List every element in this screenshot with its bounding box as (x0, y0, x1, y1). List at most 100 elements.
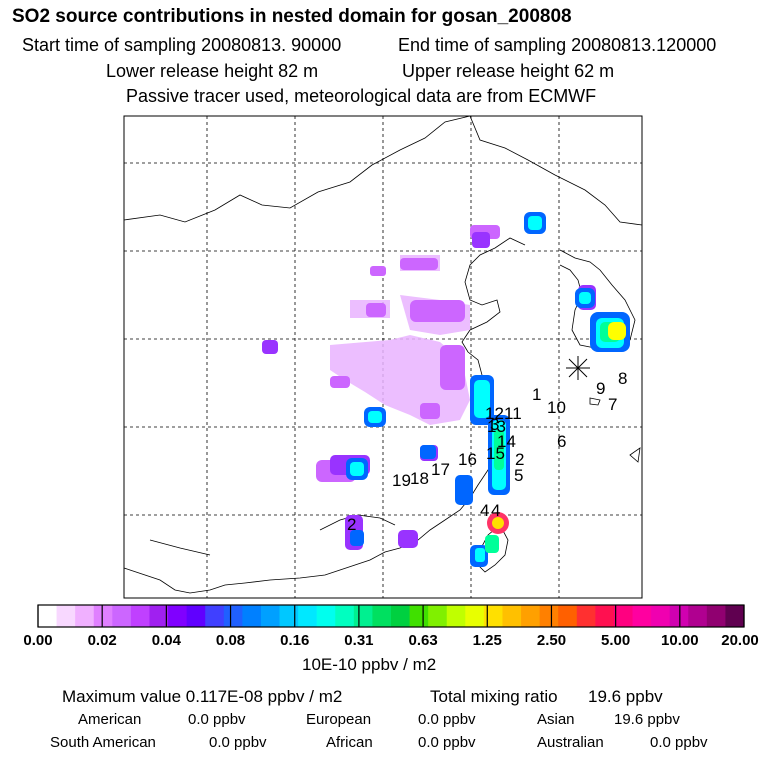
peak-layer (487, 322, 626, 534)
region-value-african: 0.0 ppbv (418, 734, 476, 751)
color-cell (149, 605, 169, 627)
color-cell (316, 605, 336, 627)
tracer-note: Passive tracer used, meteorological data… (126, 86, 597, 106)
source-label: 8 (618, 369, 627, 388)
region-name-european: European (306, 711, 372, 728)
color-cell (353, 605, 373, 627)
source-label: 1 (532, 385, 541, 404)
color-cell (446, 605, 466, 627)
source-label: 2 (347, 515, 356, 534)
region-value-european: 0.0 ppbv (418, 711, 476, 728)
color-cell (242, 605, 262, 627)
upper-release-label: Upper release height 62 m (402, 61, 615, 81)
color-cell (502, 605, 522, 627)
plot-title: SO2 source contributions in nested domai… (12, 6, 572, 27)
color-bar-tick-label: 2.50 (536, 632, 567, 649)
source-label: 10 (547, 398, 566, 417)
total-mixing-value: 19.6 ppbv (588, 687, 663, 706)
source-label: 11 (504, 404, 522, 423)
color-cell (112, 605, 132, 627)
end-time-label: End time of sampling 20080813.120000 (398, 35, 717, 55)
region-name-american: American (78, 711, 142, 728)
color-cell (651, 605, 671, 627)
source-label: 2 (515, 450, 524, 469)
region-value-asian: 19.6 ppbv (614, 711, 680, 728)
color-bar-tick-label: 0.08 (215, 632, 246, 649)
mid-purple-layer (316, 225, 500, 482)
color-cell (706, 605, 726, 627)
color-cell (613, 605, 634, 627)
color-cell (186, 605, 206, 627)
color-cell (576, 605, 596, 627)
color-cells (38, 605, 745, 627)
source-label: 5 (514, 466, 523, 485)
color-cell (38, 605, 58, 627)
source-label: 4 (480, 501, 489, 520)
source-label: 4 (491, 501, 500, 520)
source-label: 16 (458, 450, 477, 469)
source-labels: 1 2 3 4 5 6 7 8 9 10 11 12 13 14 15 16 1… (347, 369, 627, 534)
color-cell (688, 605, 708, 627)
color-cell (335, 605, 355, 627)
color-cell (223, 605, 243, 627)
color-bar-ticks (37, 605, 745, 627)
region-value-american: 0.0 ppbv (188, 711, 246, 728)
color-cell (409, 605, 429, 627)
color-scale-bar (37, 604, 745, 628)
source-label: 19 (392, 471, 411, 490)
color-bar-tick-label: 20.00 (721, 632, 759, 649)
region-name-south-american: South American (50, 734, 156, 751)
color-cell (632, 605, 652, 627)
asterisk-receptor-icon (566, 356, 590, 380)
region-value-south-american: 0.0 ppbv (209, 734, 267, 751)
region-value-australian: 0.0 ppbv (650, 734, 708, 751)
region-name-australian: Australian (537, 734, 604, 751)
maximum-value-label: Maximum value 0.117E-08 ppbv / m2 (62, 687, 343, 706)
color-cell (521, 605, 541, 627)
lower-release-label: Lower release height 82 m (106, 61, 319, 81)
source-label: 3 (490, 415, 499, 434)
concentration-map: 1 2 3 4 5 6 7 8 9 10 11 12 13 14 15 16 1… (123, 115, 643, 599)
source-label: 17 (431, 460, 450, 479)
source-label: 14 (497, 432, 516, 451)
source-label: 7 (608, 395, 617, 414)
color-cell (725, 605, 745, 627)
source-label: 9 (596, 379, 605, 398)
color-cell (205, 605, 225, 627)
color-bar-tick-label: 0.31 (344, 632, 374, 649)
color-cell (372, 605, 392, 627)
color-cell (130, 605, 150, 627)
color-cell (558, 605, 578, 627)
color-cell (260, 605, 281, 627)
color-cell (168, 605, 188, 627)
color-cell (595, 605, 615, 627)
color-cell (428, 605, 448, 627)
color-cell (75, 605, 95, 627)
color-bar-tick-label: 10.00 (661, 632, 699, 649)
color-bar-tick-label: 0.16 (280, 632, 310, 649)
color-bar-tick-label: 0.00 (23, 632, 53, 649)
source-label: 18 (410, 469, 429, 488)
source-label: 6 (557, 432, 566, 451)
color-bar-tick-label: 5.00 (601, 632, 631, 649)
color-bar-tick-label: 1.25 (472, 632, 502, 649)
units-label: 10E-10 ppbv / m2 (302, 655, 437, 674)
color-cell (539, 605, 559, 627)
region-name-asian: Asian (537, 711, 575, 728)
color-cell (391, 605, 411, 627)
color-cell (298, 605, 318, 627)
color-cell (483, 605, 503, 627)
color-bar-tick-label: 0.04 (151, 632, 181, 649)
region-name-african: African (326, 734, 373, 751)
color-bar-tick-label: 0.02 (87, 632, 117, 649)
total-mixing-label: Total mixing ratio (430, 687, 558, 706)
color-cell (465, 605, 485, 627)
color-bar-tick-label: 0.63 (408, 632, 438, 649)
source-label: 12 (485, 404, 504, 423)
color-cell (279, 605, 299, 627)
color-cell (56, 605, 76, 627)
coastlines (123, 115, 643, 594)
color-cell (93, 605, 113, 627)
start-time-label: Start time of sampling 20080813. 90000 (22, 35, 342, 55)
source-label: 13 (487, 417, 506, 436)
